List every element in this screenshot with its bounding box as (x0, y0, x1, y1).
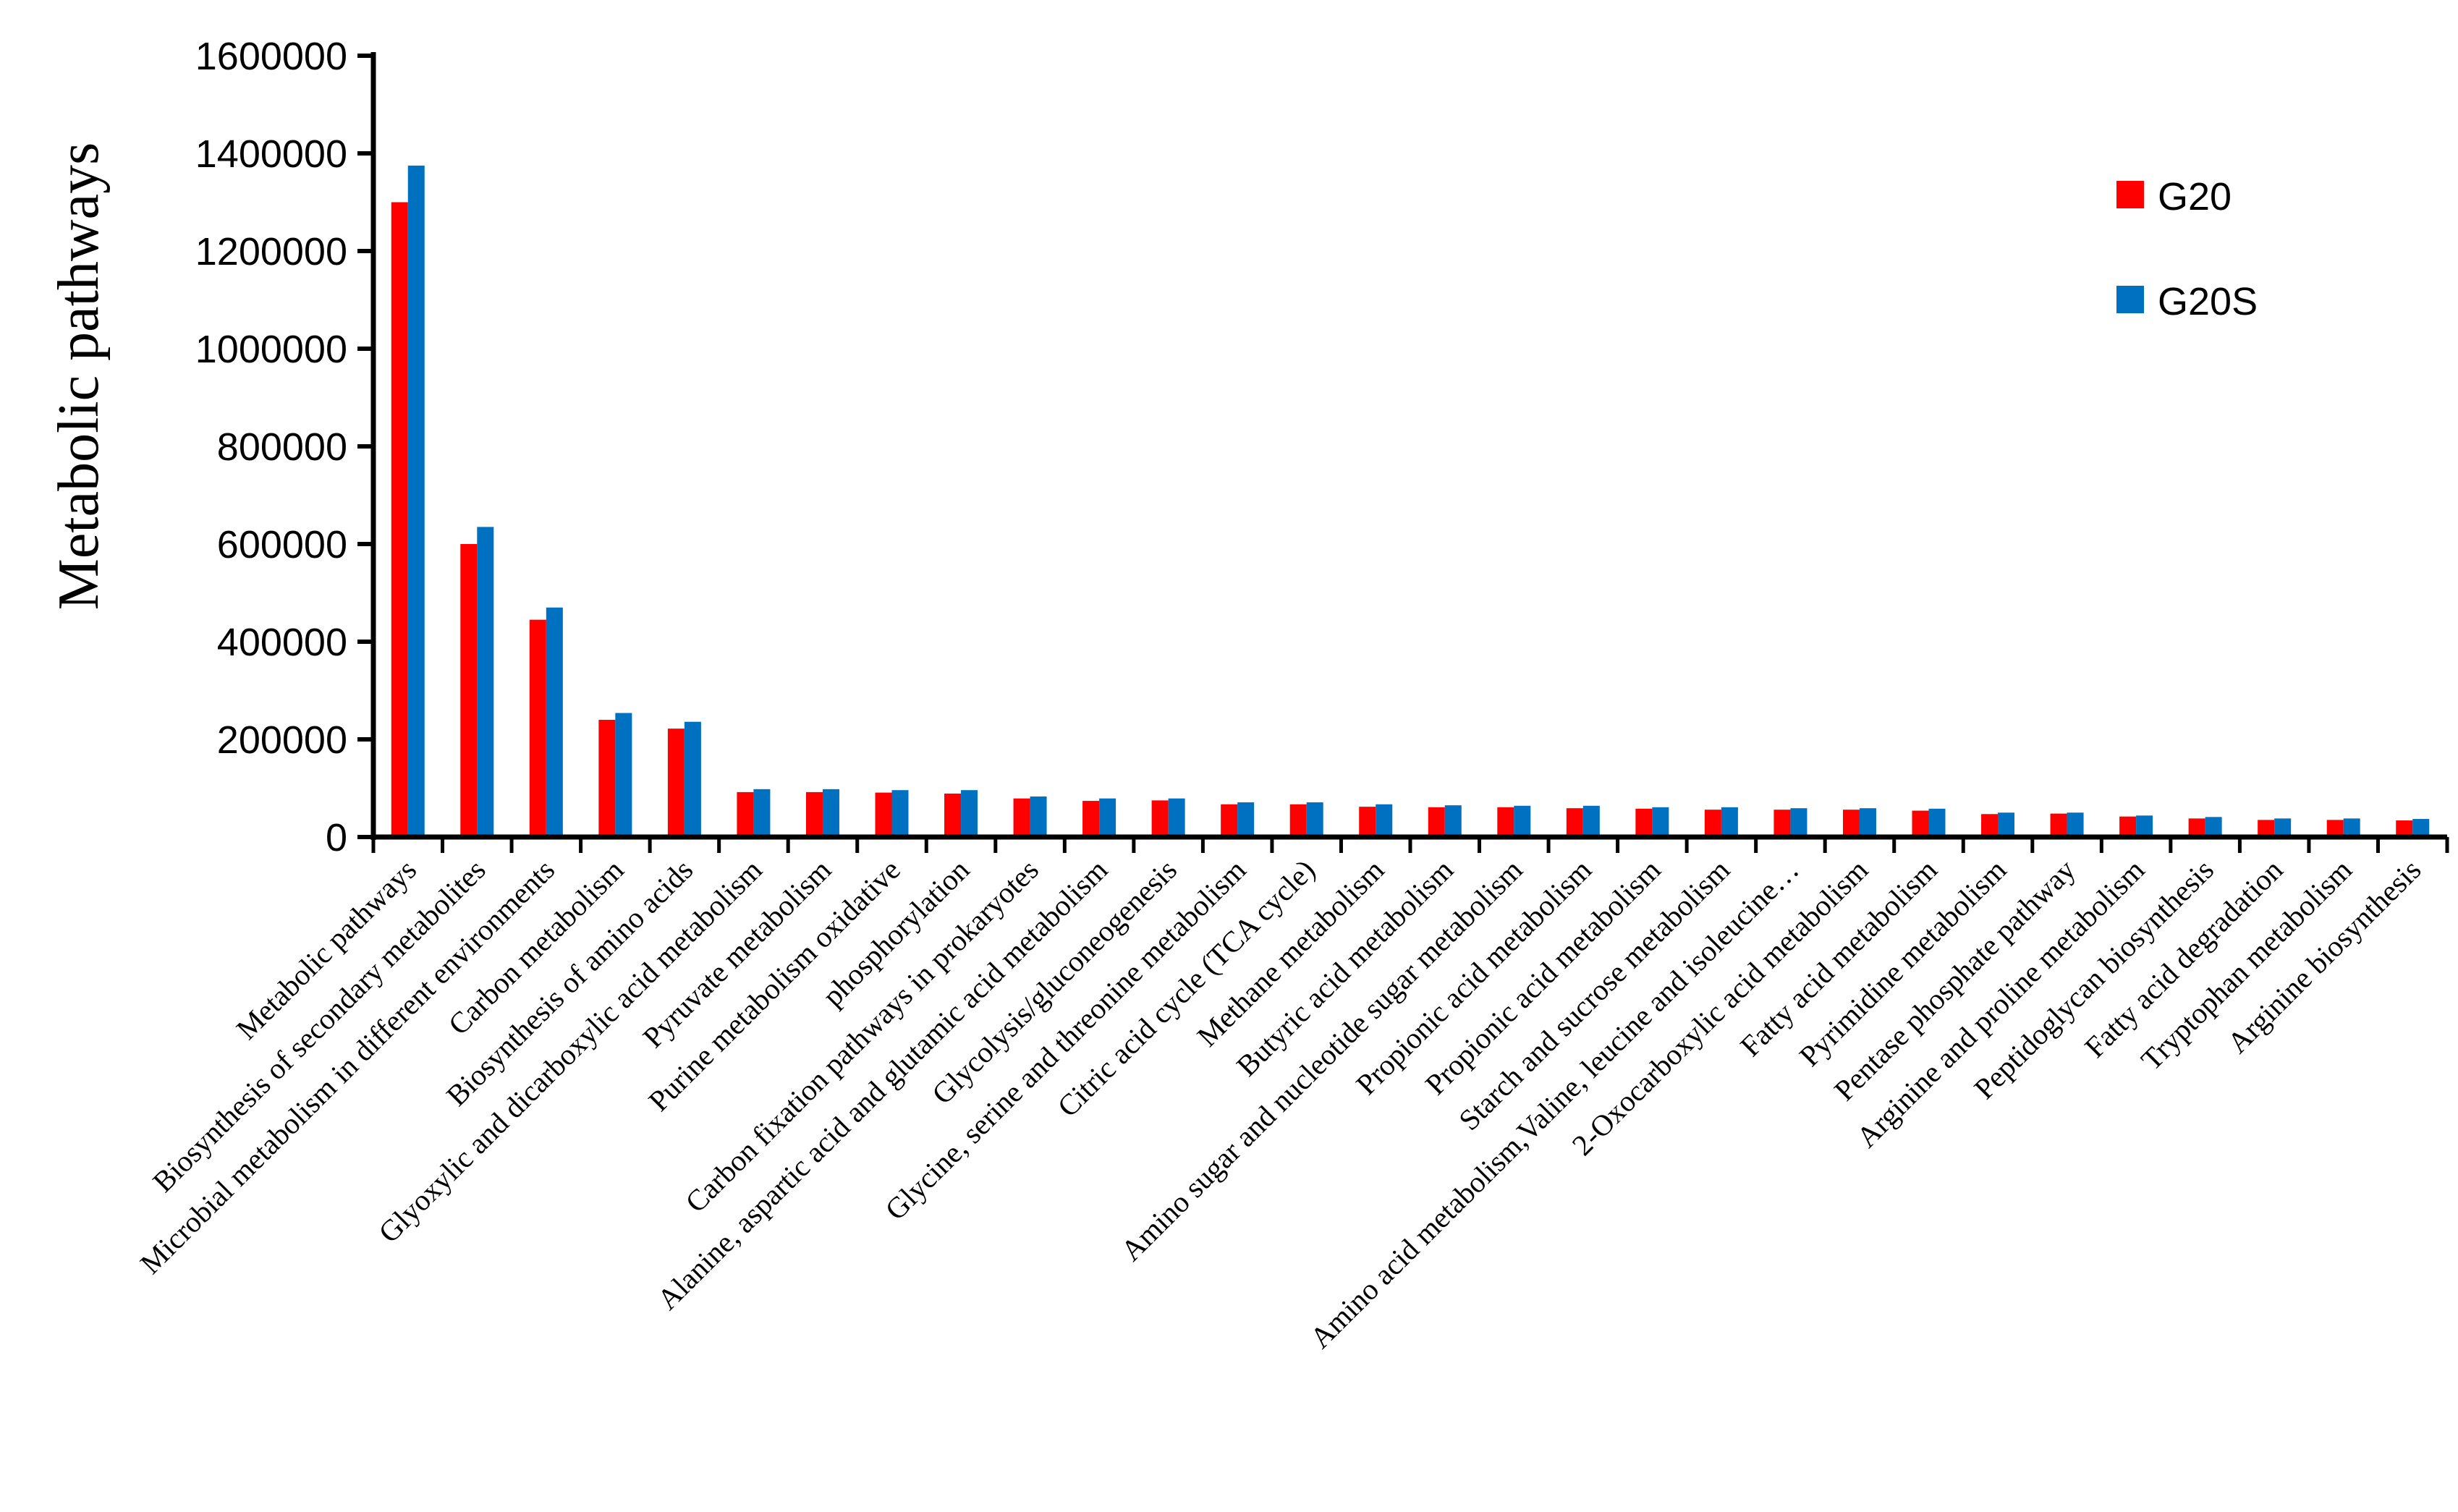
bar-g20-22 (1912, 810, 1929, 837)
bar-g20s-28 (2343, 818, 2360, 837)
bar-g20s-14 (1376, 804, 1393, 837)
y-tick-label: 1000000 (195, 328, 347, 371)
bar-g20s-1 (477, 527, 494, 837)
y-tick-label: 600000 (217, 523, 347, 566)
bar-g20-0 (391, 202, 408, 837)
bar-g20-8 (944, 793, 962, 837)
bar-g20-2 (529, 619, 546, 837)
bar-g20s-21 (1859, 808, 1876, 837)
bar-g20s-11 (1168, 798, 1185, 837)
bar-g20s-10 (1099, 798, 1116, 837)
y-tick-label: 0 (326, 816, 347, 859)
bar-g20-4 (667, 729, 685, 837)
y-axis-title: Metabolic pathways (47, 143, 111, 610)
bar-g20s-16 (1514, 805, 1531, 837)
bar-g20s-27 (2274, 818, 2292, 837)
y-tick-label: 1400000 (195, 132, 347, 176)
bar-g20s-25 (2136, 815, 2153, 837)
bar-g20s-15 (1444, 805, 1462, 837)
bar-g20s-3 (615, 713, 632, 837)
bar-g20s-29 (2412, 819, 2430, 837)
bar-g20s-22 (1928, 808, 1946, 837)
bar-g20-17 (1566, 808, 1583, 837)
bar-g20-18 (1635, 808, 1653, 837)
y-tick-label: 1200000 (195, 230, 347, 273)
bar-g20-24 (2050, 813, 2067, 837)
legend-label-g20s: G20S (2158, 280, 2258, 323)
bar-g20-11 (1151, 800, 1169, 837)
legend-swatch-g20s (2116, 286, 2144, 313)
bar-g20s-24 (2067, 812, 2084, 837)
bar-g20s-2 (546, 607, 563, 837)
bar-g20-7 (875, 792, 892, 837)
bar-g20s-5 (753, 789, 771, 837)
bar-g20s-12 (1237, 802, 1255, 837)
bar-g20-13 (1289, 804, 1307, 837)
legend: G20 G20S (2116, 175, 2258, 323)
y-tick-label: 800000 (217, 425, 347, 469)
bar-g20-19 (1704, 810, 1721, 837)
bar-g20s-20 (1790, 808, 1808, 837)
y-tick-label: 200000 (217, 718, 347, 762)
bar-g20-26 (2188, 818, 2205, 837)
x-category-label: Biosynthesis of secondary metabolites (146, 853, 492, 1199)
bar-g20-3 (598, 720, 616, 837)
bar-g20s-0 (407, 165, 425, 837)
bar-g20s-6 (822, 789, 839, 837)
bar-g20-5 (737, 791, 754, 837)
bar-g20s-18 (1652, 807, 1669, 837)
y-tick-label: 1600000 (195, 35, 347, 78)
bar-g20s-13 (1306, 802, 1323, 837)
bar-g20-20 (1773, 810, 1791, 837)
bars-group (391, 165, 2430, 837)
bar-g20-9 (1013, 798, 1030, 837)
bar-g20-1 (460, 544, 478, 837)
bar-g20s-9 (1030, 796, 1047, 837)
y-tick-label: 400000 (217, 621, 347, 664)
bar-g20s-19 (1721, 807, 1738, 837)
legend-label-g20: G20 (2158, 175, 2232, 218)
bar-g20s-4 (684, 721, 701, 837)
bar-g20-21 (1842, 810, 1860, 837)
bar-g20-10 (1082, 801, 1100, 837)
bar-g20s-26 (2205, 817, 2222, 837)
bar-g20-15 (1428, 807, 1445, 837)
bar-g20-29 (2396, 820, 2413, 837)
bar-g20s-7 (891, 790, 909, 837)
bar-g20-28 (2326, 820, 2344, 837)
y-ticks-group: 0 200000 400000 600000 800000 1000000 1200000 1… (195, 35, 373, 859)
legend-swatch-g20 (2116, 181, 2144, 208)
bar-g20-23 (1981, 814, 1999, 837)
bar-g20-16 (1497, 807, 1514, 837)
bar-g20s-23 (1998, 812, 2015, 837)
bar-g20-14 (1359, 807, 1376, 837)
bar-g20s-17 (1582, 805, 1600, 837)
bar-g20-27 (2258, 820, 2275, 837)
bar-g20s-8 (961, 790, 978, 837)
bar-g20-6 (805, 791, 823, 837)
bar-g20-25 (2119, 816, 2137, 837)
bar-g20-12 (1221, 804, 1238, 837)
